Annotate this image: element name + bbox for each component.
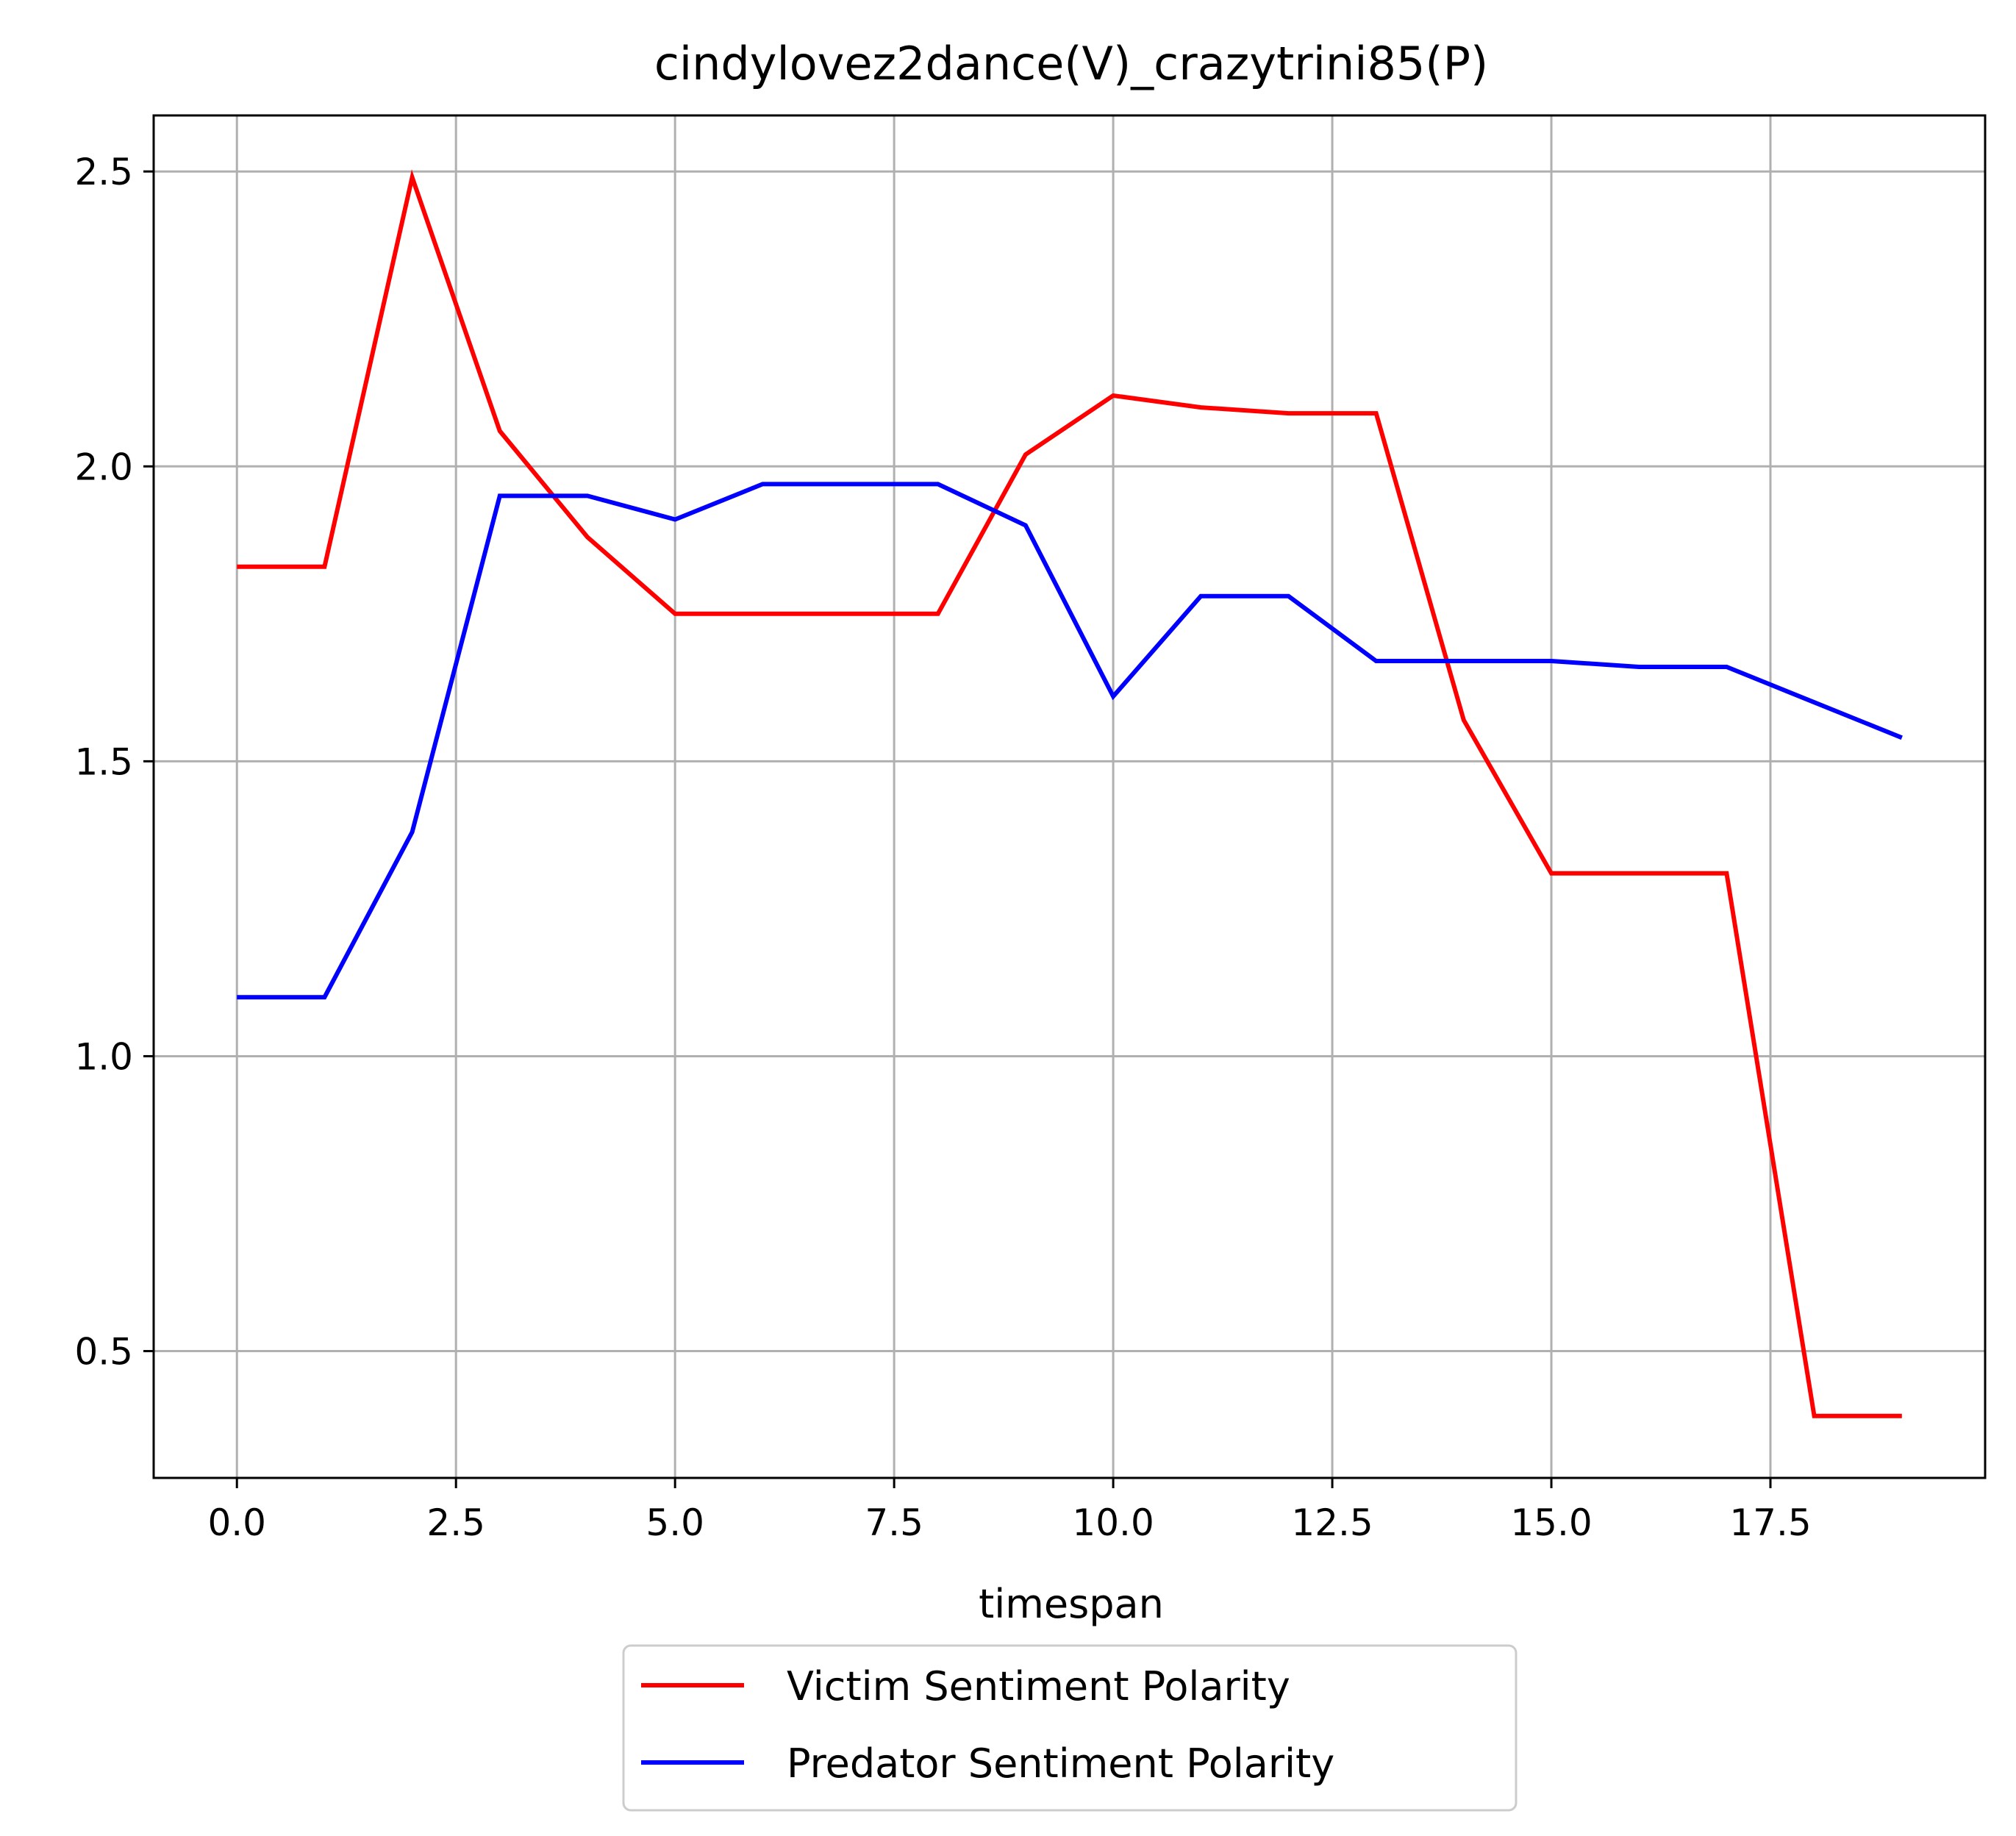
legend-label-victim: Victim Sentiment Polarity — [787, 1663, 1290, 1710]
chart-title: cindylovez2dance(V)_crazytrini85(P) — [654, 37, 1488, 90]
series-line-predator — [237, 482, 1903, 1000]
y-tick-label: 0.5 — [74, 1331, 133, 1374]
x-tick-label: 10.0 — [1072, 1501, 1154, 1544]
series-line-victim — [237, 169, 1902, 1418]
y-tick-label: 1.0 — [74, 1035, 133, 1078]
grid — [154, 115, 1985, 1478]
axis-ticks: 0.0 2.5 5.0 7.5 10.0 12.5 15.0 17.5 0.5 1.0 1.5 2.0… — [74, 151, 1811, 1544]
x-tick-label: 17.5 — [1729, 1501, 1811, 1544]
plot-lines — [237, 169, 1903, 1418]
plot-area-frame — [152, 114, 1987, 1479]
x-tick-label: 15.0 — [1510, 1501, 1592, 1544]
x-tick-label: 7.5 — [865, 1501, 923, 1544]
legend: Victim Sentiment Polarity Predator Senti… — [622, 1644, 1518, 1812]
x-tick-label: 0.0 — [207, 1501, 266, 1544]
y-tick-label: 1.5 — [74, 740, 133, 783]
x-axis-label: timespan — [979, 1581, 1164, 1627]
x-tick-label: 2.5 — [426, 1501, 485, 1544]
x-tick-label: 12.5 — [1291, 1501, 1373, 1544]
y-tick-label: 2.5 — [74, 151, 133, 193]
legend-label-predator: Predator Sentiment Polarity — [787, 1740, 1334, 1787]
x-tick-label: 5.0 — [646, 1501, 704, 1544]
legend-frame — [622, 1644, 1518, 1812]
y-tick-label: 2.0 — [74, 446, 133, 488]
